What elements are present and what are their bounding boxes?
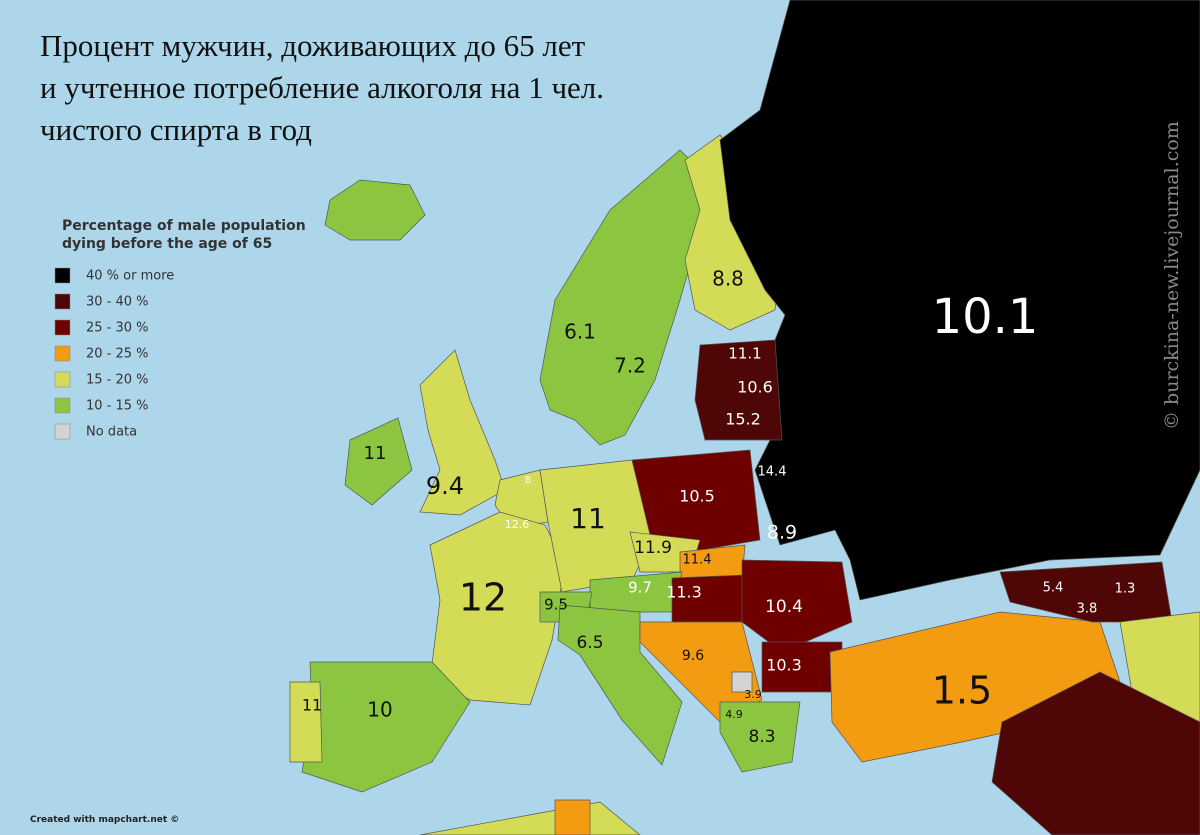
country bbox=[344, 417, 413, 506]
country-label: 9.6 bbox=[682, 648, 704, 664]
country-label: 1.5 bbox=[932, 669, 992, 713]
legend-swatch bbox=[54, 293, 71, 310]
legend-swatch bbox=[54, 267, 71, 284]
country-label: 10.4 bbox=[765, 597, 803, 617]
legend-label: 40 % or more bbox=[86, 269, 174, 284]
legend-label: 25 - 30 % bbox=[86, 321, 149, 336]
country-label: 6.1 bbox=[564, 320, 596, 344]
country bbox=[289, 681, 323, 763]
country-label: 9.7 bbox=[628, 579, 652, 597]
legend-swatch bbox=[54, 319, 71, 336]
country-label: 9.4 bbox=[426, 472, 464, 500]
country-label: 8.3 bbox=[748, 727, 775, 747]
country-label: 9.5 bbox=[544, 596, 568, 614]
country-label: 8 bbox=[525, 475, 531, 486]
legend-label: 15 - 20 % bbox=[86, 373, 149, 388]
legend-title: Percentage of male population bbox=[62, 218, 306, 234]
country bbox=[731, 671, 753, 693]
country-label: 6.5 bbox=[576, 633, 603, 653]
country-label: 11.1 bbox=[728, 345, 761, 363]
footer: Created with mapchart.net © bbox=[30, 815, 179, 825]
country-label: 12.6 bbox=[505, 518, 530, 531]
country-label: 4.9 bbox=[725, 708, 743, 721]
legend-label: 20 - 25 % bbox=[86, 347, 149, 362]
legend-swatch bbox=[54, 345, 71, 362]
country-label: 3.8 bbox=[1077, 602, 1098, 617]
country bbox=[324, 179, 426, 241]
country bbox=[741, 559, 853, 653]
country-label: 14.4 bbox=[758, 465, 787, 480]
country-label: 10.5 bbox=[679, 487, 715, 506]
country-label: 8.9 bbox=[767, 522, 797, 544]
legend-swatch bbox=[54, 423, 71, 440]
countries bbox=[289, 0, 1200, 835]
country-label: 11.3 bbox=[666, 583, 702, 602]
legend-label: No data bbox=[86, 425, 137, 440]
title-line: чистого спирта в год bbox=[40, 112, 312, 147]
country bbox=[631, 449, 761, 553]
country-label: 12 bbox=[459, 576, 507, 620]
country bbox=[991, 671, 1200, 835]
country-label: 7.2 bbox=[614, 354, 646, 378]
country bbox=[554, 799, 591, 835]
country-label: 10.3 bbox=[766, 656, 802, 675]
country-label: 11 bbox=[302, 696, 322, 715]
country bbox=[719, 0, 1200, 601]
country-label: 10.6 bbox=[737, 378, 773, 397]
title-line: Процент мужчин, доживающих до 65 лет bbox=[40, 28, 586, 63]
legend: 40 % or more 30 - 40 % 25 - 30 % 20 - 25 % 1… bbox=[54, 267, 174, 440]
country-label: 3.9 bbox=[744, 688, 762, 701]
country-label: 8.8 bbox=[712, 267, 744, 291]
country-label: 11 bbox=[364, 443, 387, 464]
legend-swatch bbox=[54, 371, 71, 388]
country bbox=[719, 701, 801, 773]
country bbox=[419, 349, 506, 516]
country bbox=[694, 339, 783, 441]
country-labels: 10.1 8.8 6.1 7.2 11.1 10.6 15.2 14.4 10.5 8.9 11 9.… bbox=[302, 267, 1136, 748]
title-line: и учтенное потребление алкоголя на 1 чел… bbox=[40, 70, 604, 105]
country-label: 1.3 bbox=[1115, 582, 1136, 597]
country-label: 15.2 bbox=[725, 410, 761, 429]
country-label: 11.9 bbox=[634, 538, 672, 558]
legend-swatch bbox=[54, 397, 71, 414]
legend-title: dying before the age of 65 bbox=[62, 236, 272, 252]
country-label: 5.4 bbox=[1043, 581, 1064, 596]
watermark: © burckina-new.livejournal.com bbox=[1161, 121, 1183, 430]
country-label: 11 bbox=[570, 502, 606, 535]
country bbox=[429, 511, 566, 706]
country-label: 10 bbox=[367, 698, 392, 722]
country-label: 11.4 bbox=[683, 553, 712, 568]
legend-label: 10 - 15 % bbox=[86, 399, 149, 414]
legend-label: 30 - 40 % bbox=[86, 295, 149, 310]
country-label: 10.1 bbox=[932, 289, 1039, 345]
country bbox=[539, 149, 706, 446]
